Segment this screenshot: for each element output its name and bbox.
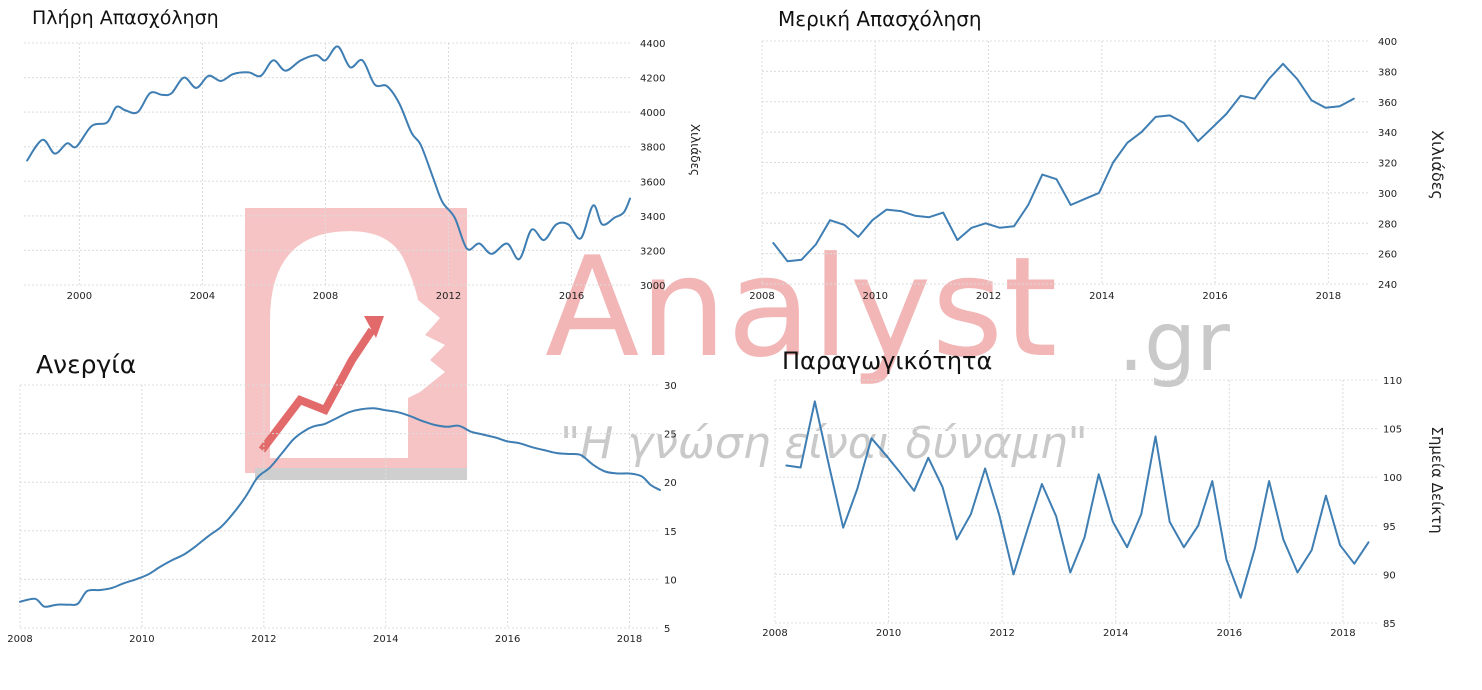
- x-tick-label: 2008: [313, 291, 338, 302]
- series-line-part-time-employment: [772, 62, 1355, 263]
- x-tick-label: 2016: [495, 634, 520, 645]
- chart-productivity: 85 90 95 100 105 110 2008 2010 2012 2014 2016 2018 Σ…: [762, 376, 1446, 639]
- y-tick-label: 90: [1383, 570, 1396, 581]
- analyst-logo-icon: [245, 208, 467, 480]
- y-tick-label: 5: [664, 624, 670, 635]
- watermark-brand: Analyst: [545, 227, 1057, 388]
- x-tick-label: 2008: [749, 291, 774, 302]
- x-tick-label: 2014: [1103, 628, 1128, 639]
- x-tick-label: 2012: [436, 291, 461, 302]
- x-tick-label: 2008: [762, 628, 787, 639]
- x-tick-label: 2008: [7, 634, 32, 645]
- x-tick-label: 2016: [559, 291, 584, 302]
- y-tick-label: 20: [664, 478, 677, 489]
- chart-title-unemployment: Ανεργία: [36, 350, 137, 379]
- chart-unemployment: 5 10 15 20 25 30 2008 2010 2012 2014 2016 2018: [7, 381, 676, 645]
- chart-title-full-employment: Πλήρη Απασχόληση: [32, 7, 219, 29]
- x-tick-label: 2010: [863, 291, 888, 302]
- y-tick-label: 85: [1383, 619, 1396, 630]
- y-tick-label: 260: [1378, 250, 1397, 261]
- watermark-domain: .gr: [1118, 295, 1230, 390]
- y-tick-label: 25: [664, 430, 677, 441]
- x-tick-label: 2014: [373, 634, 398, 645]
- y-tick-label: 15: [664, 527, 677, 538]
- y-tick-label: 400: [1378, 37, 1397, 48]
- y-tick-label: 30: [664, 381, 677, 392]
- series-line-unemployment: [19, 407, 661, 608]
- chart-part-time-employment: 240 260 280 300 320 340 360 380 400 2008 2010 2012 2…: [749, 37, 1447, 302]
- y-tick-label: 110: [1383, 376, 1402, 387]
- series-line-productivity: [785, 400, 1370, 599]
- x-tick-label: 2004: [190, 291, 215, 302]
- y-tick-label: 3200: [640, 246, 665, 257]
- x-tick-label: 2010: [129, 634, 154, 645]
- x-tick-label: 2016: [1217, 628, 1242, 639]
- y-tick-label: 380: [1378, 67, 1397, 78]
- series-line-full-employment: [26, 45, 631, 261]
- y-tick-label: 4000: [640, 108, 665, 119]
- y-axis-unit-label: Χιλιάδες: [688, 124, 702, 176]
- chart-title-part-time-employment: Μερική Απασχόληση: [778, 7, 982, 31]
- y-tick-label: 4200: [640, 74, 665, 85]
- y-tick-label: 95: [1383, 522, 1396, 533]
- y-tick-label: 3400: [640, 212, 665, 223]
- x-tick-label: 2012: [989, 628, 1014, 639]
- x-tick-label: 2012: [251, 634, 276, 645]
- x-tick-label: 2010: [876, 628, 901, 639]
- y-tick-label: 300: [1378, 189, 1397, 200]
- y-tick-label: 10: [664, 575, 677, 586]
- y-tick-label: 3600: [640, 177, 665, 188]
- x-tick-label: 2018: [1330, 628, 1355, 639]
- x-tick-label: 2000: [67, 291, 92, 302]
- x-tick-label: 2014: [1089, 291, 1114, 302]
- y-axis-unit-label: Σημεία Δείκτη: [1428, 426, 1446, 533]
- y-tick-label: 105: [1383, 425, 1402, 436]
- chart-full-employment: 3000 3200 3400 3600 3800 4000 4200 4400 2000 2004…: [24, 39, 702, 302]
- x-tick-label: 2016: [1202, 291, 1227, 302]
- y-tick-label: 100: [1383, 473, 1402, 484]
- x-tick-label: 2012: [976, 291, 1001, 302]
- y-tick-label: 360: [1378, 98, 1397, 109]
- y-tick-label: 280: [1378, 219, 1397, 230]
- y-tick-label: 4400: [640, 39, 665, 50]
- y-tick-label: 240: [1378, 280, 1397, 291]
- x-tick-label: 2018: [617, 634, 642, 645]
- chart-title-productivity: Παραγωγικότητα: [782, 347, 993, 375]
- x-tick-label: 2018: [1316, 291, 1341, 302]
- y-tick-label: 3000: [640, 281, 665, 292]
- y-tick-label: 320: [1378, 159, 1397, 170]
- y-axis-unit-label: Χιλιάδες: [1428, 130, 1447, 200]
- y-tick-label: 3800: [640, 143, 665, 154]
- y-tick-label: 340: [1378, 128, 1397, 139]
